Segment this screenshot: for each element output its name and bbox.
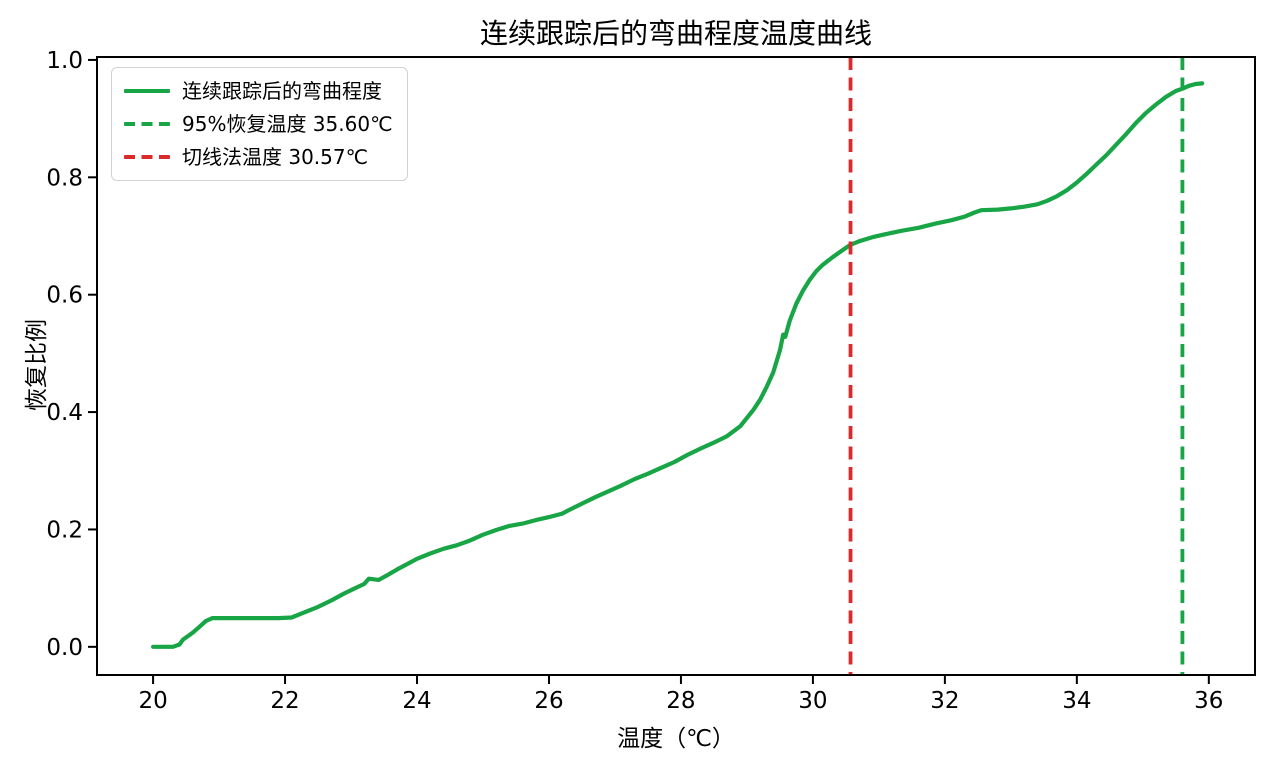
series-curve (151, 81, 1205, 649)
x-axis-label: 温度（℃） (617, 726, 735, 752)
x-tick-label: 28 (666, 688, 695, 714)
chart-title: 连续跟踪后的弯曲程度温度曲线 (479, 17, 872, 50)
x-tick-label: 32 (930, 688, 959, 714)
y-tick-label: 0.0 (46, 635, 83, 661)
legend-label: 切线法温度 30.57℃ (182, 145, 369, 169)
y-tick-label: 0.2 (46, 517, 83, 543)
legend-solid-line-swatch (124, 89, 170, 93)
x-tick-label: 36 (1194, 688, 1223, 714)
legend-entry: 95%恢复温度 35.60℃ (124, 112, 393, 136)
x-tick-label: 26 (534, 688, 563, 714)
x-tick-label: 24 (402, 688, 431, 714)
legend-entry: 连续跟踪后的弯曲程度 (124, 79, 393, 103)
y-tick-label: 0.6 (46, 283, 83, 309)
x-tick-label: 22 (270, 688, 299, 714)
plot-border (96, 56, 1256, 676)
y-tick-label: 0.8 (46, 165, 83, 191)
y-tick-label: 1.0 (46, 48, 83, 74)
x-tick-label: 20 (138, 688, 167, 714)
legend-dashed-line-swatch (124, 155, 170, 159)
legend-label: 95%恢复温度 35.60℃ (182, 112, 393, 136)
x-tick-label: 34 (1062, 688, 1091, 714)
y-tick-label: 0.4 (46, 400, 83, 426)
legend-entry: 切线法温度 30.57℃ (124, 145, 393, 169)
x-tick-label: 30 (798, 688, 827, 714)
legend-dashed-line-swatch (124, 122, 170, 126)
legend-label: 连续跟踪后的弯曲程度 (182, 79, 382, 103)
y-axis-label: 恢复比例 (24, 319, 50, 411)
legend-box: 连续跟踪后的弯曲程度 95%恢复温度 35.60℃ 切线法温度 30.57℃ (111, 67, 408, 181)
